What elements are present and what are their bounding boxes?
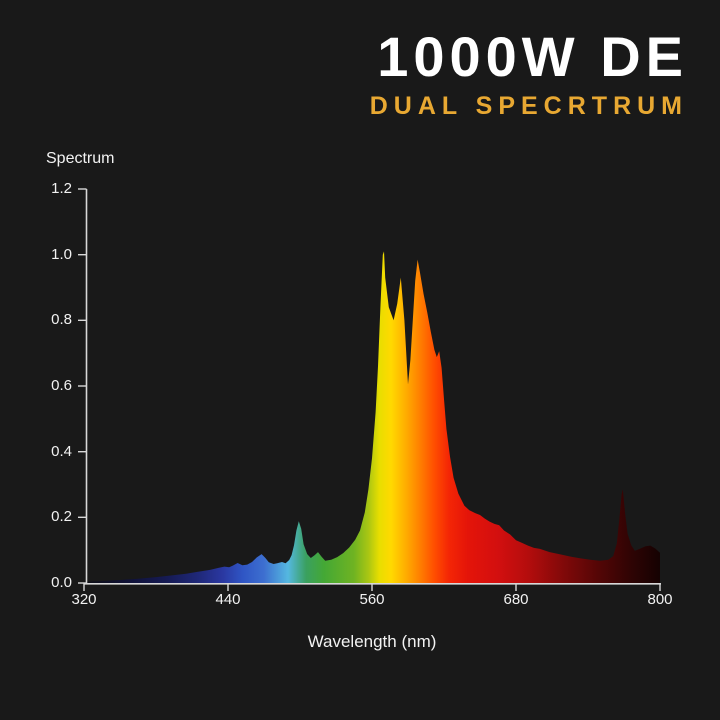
y-tick-label: 0.2 (51, 508, 72, 526)
y-tick-label: 0.8 (51, 311, 72, 329)
x-tick-label: 320 (71, 591, 97, 608)
x-tick-label: 440 (215, 591, 241, 608)
product-title: 1000W DE (377, 25, 688, 88)
x-tick-label: 560 (359, 591, 385, 608)
y-axis-title: Spectrum (46, 150, 115, 167)
y-tick-label: 0.0 (51, 574, 72, 591)
y-tick-label: 1.2 (51, 180, 72, 197)
product-subtitle: DUAL SPECRTRUM (369, 91, 688, 120)
x-tick-label: 800 (647, 591, 673, 608)
x-axis-label: Wavelength (nm) (307, 632, 437, 651)
y-tick-label: 0.4 (51, 442, 72, 460)
y-tick-label: 1.0 (51, 245, 72, 263)
y-tick-label: 0.6 (51, 377, 72, 394)
spectrum-area (84, 251, 660, 583)
x-tick-label: 680 (503, 591, 529, 608)
header: 1000W DE DUAL SPECRTRUM (369, 25, 688, 121)
